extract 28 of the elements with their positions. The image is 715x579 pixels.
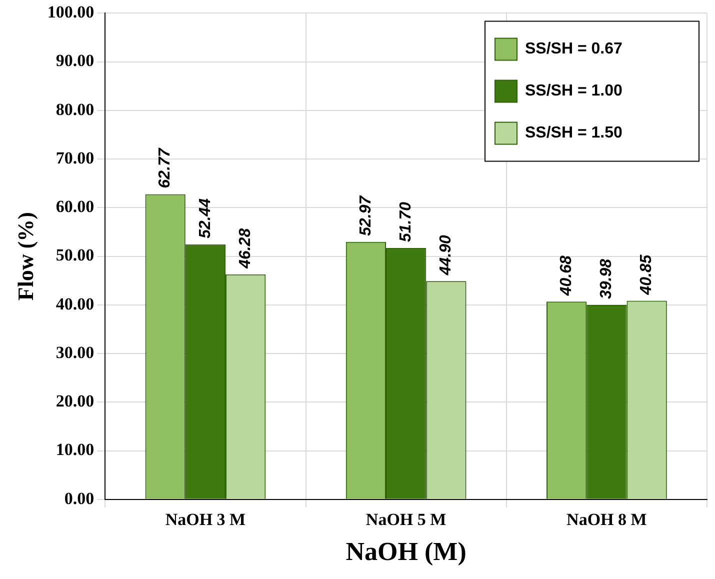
data-label: 40.68 (558, 255, 575, 297)
legend-label: SS/SH = 1.50 (525, 124, 622, 142)
y-tick-label: 30.00 (56, 342, 94, 362)
legend-label: SS/SH = 1.00 (525, 82, 622, 100)
data-label: 52.97 (357, 194, 374, 236)
y-axis-title: Flow (%) (12, 212, 38, 301)
y-tick-label: 90.00 (56, 51, 94, 70)
y-tick-label: 10.00 (56, 440, 94, 460)
data-label: 62.77 (156, 147, 174, 188)
data-label: 44.90 (438, 234, 455, 276)
y-tick-label: 60.00 (56, 197, 94, 216)
y-tick-label: 0.00 (64, 488, 94, 508)
data-label: 39.98 (598, 258, 616, 300)
y-tick-label: 40.00 (56, 294, 94, 314)
data-label: 40.85 (638, 254, 656, 296)
data-label: 51.70 (397, 202, 414, 242)
data-label: 52.44 (196, 198, 214, 238)
data-label: 46.28 (236, 228, 254, 270)
y-tick-label: 80.00 (56, 100, 94, 119)
y-tick-label: 70.00 (56, 148, 94, 168)
y-tick-label: 50.00 (56, 246, 94, 265)
y-tick-label: 20.00 (56, 392, 94, 411)
y-tick-label: 100.00 (47, 2, 94, 22)
x-tick-label: NaOH 5 M (366, 510, 446, 529)
x-axis-title: NaOH (M) (346, 537, 466, 566)
legend-label: SS/SH = 0.67 (525, 40, 622, 58)
x-tick-label: NaOH 8 M (566, 510, 647, 529)
x-tick-label: NaOH 3 M (165, 510, 246, 529)
